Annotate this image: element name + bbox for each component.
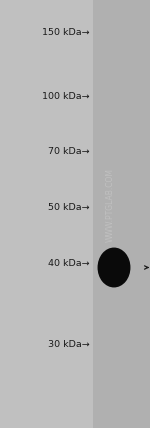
Text: 50 kDa→: 50 kDa→ — [48, 203, 89, 212]
Text: 30 kDa→: 30 kDa→ — [48, 340, 89, 349]
Text: 150 kDa→: 150 kDa→ — [42, 27, 89, 37]
Ellipse shape — [98, 248, 130, 287]
Text: 100 kDa→: 100 kDa→ — [42, 92, 89, 101]
Text: 40 kDa→: 40 kDa→ — [48, 259, 89, 268]
Text: 70 kDa→: 70 kDa→ — [48, 147, 89, 157]
Bar — [93, 0, 150, 428]
Text: WWW.PTGLAB.COM: WWW.PTGLAB.COM — [106, 169, 115, 242]
